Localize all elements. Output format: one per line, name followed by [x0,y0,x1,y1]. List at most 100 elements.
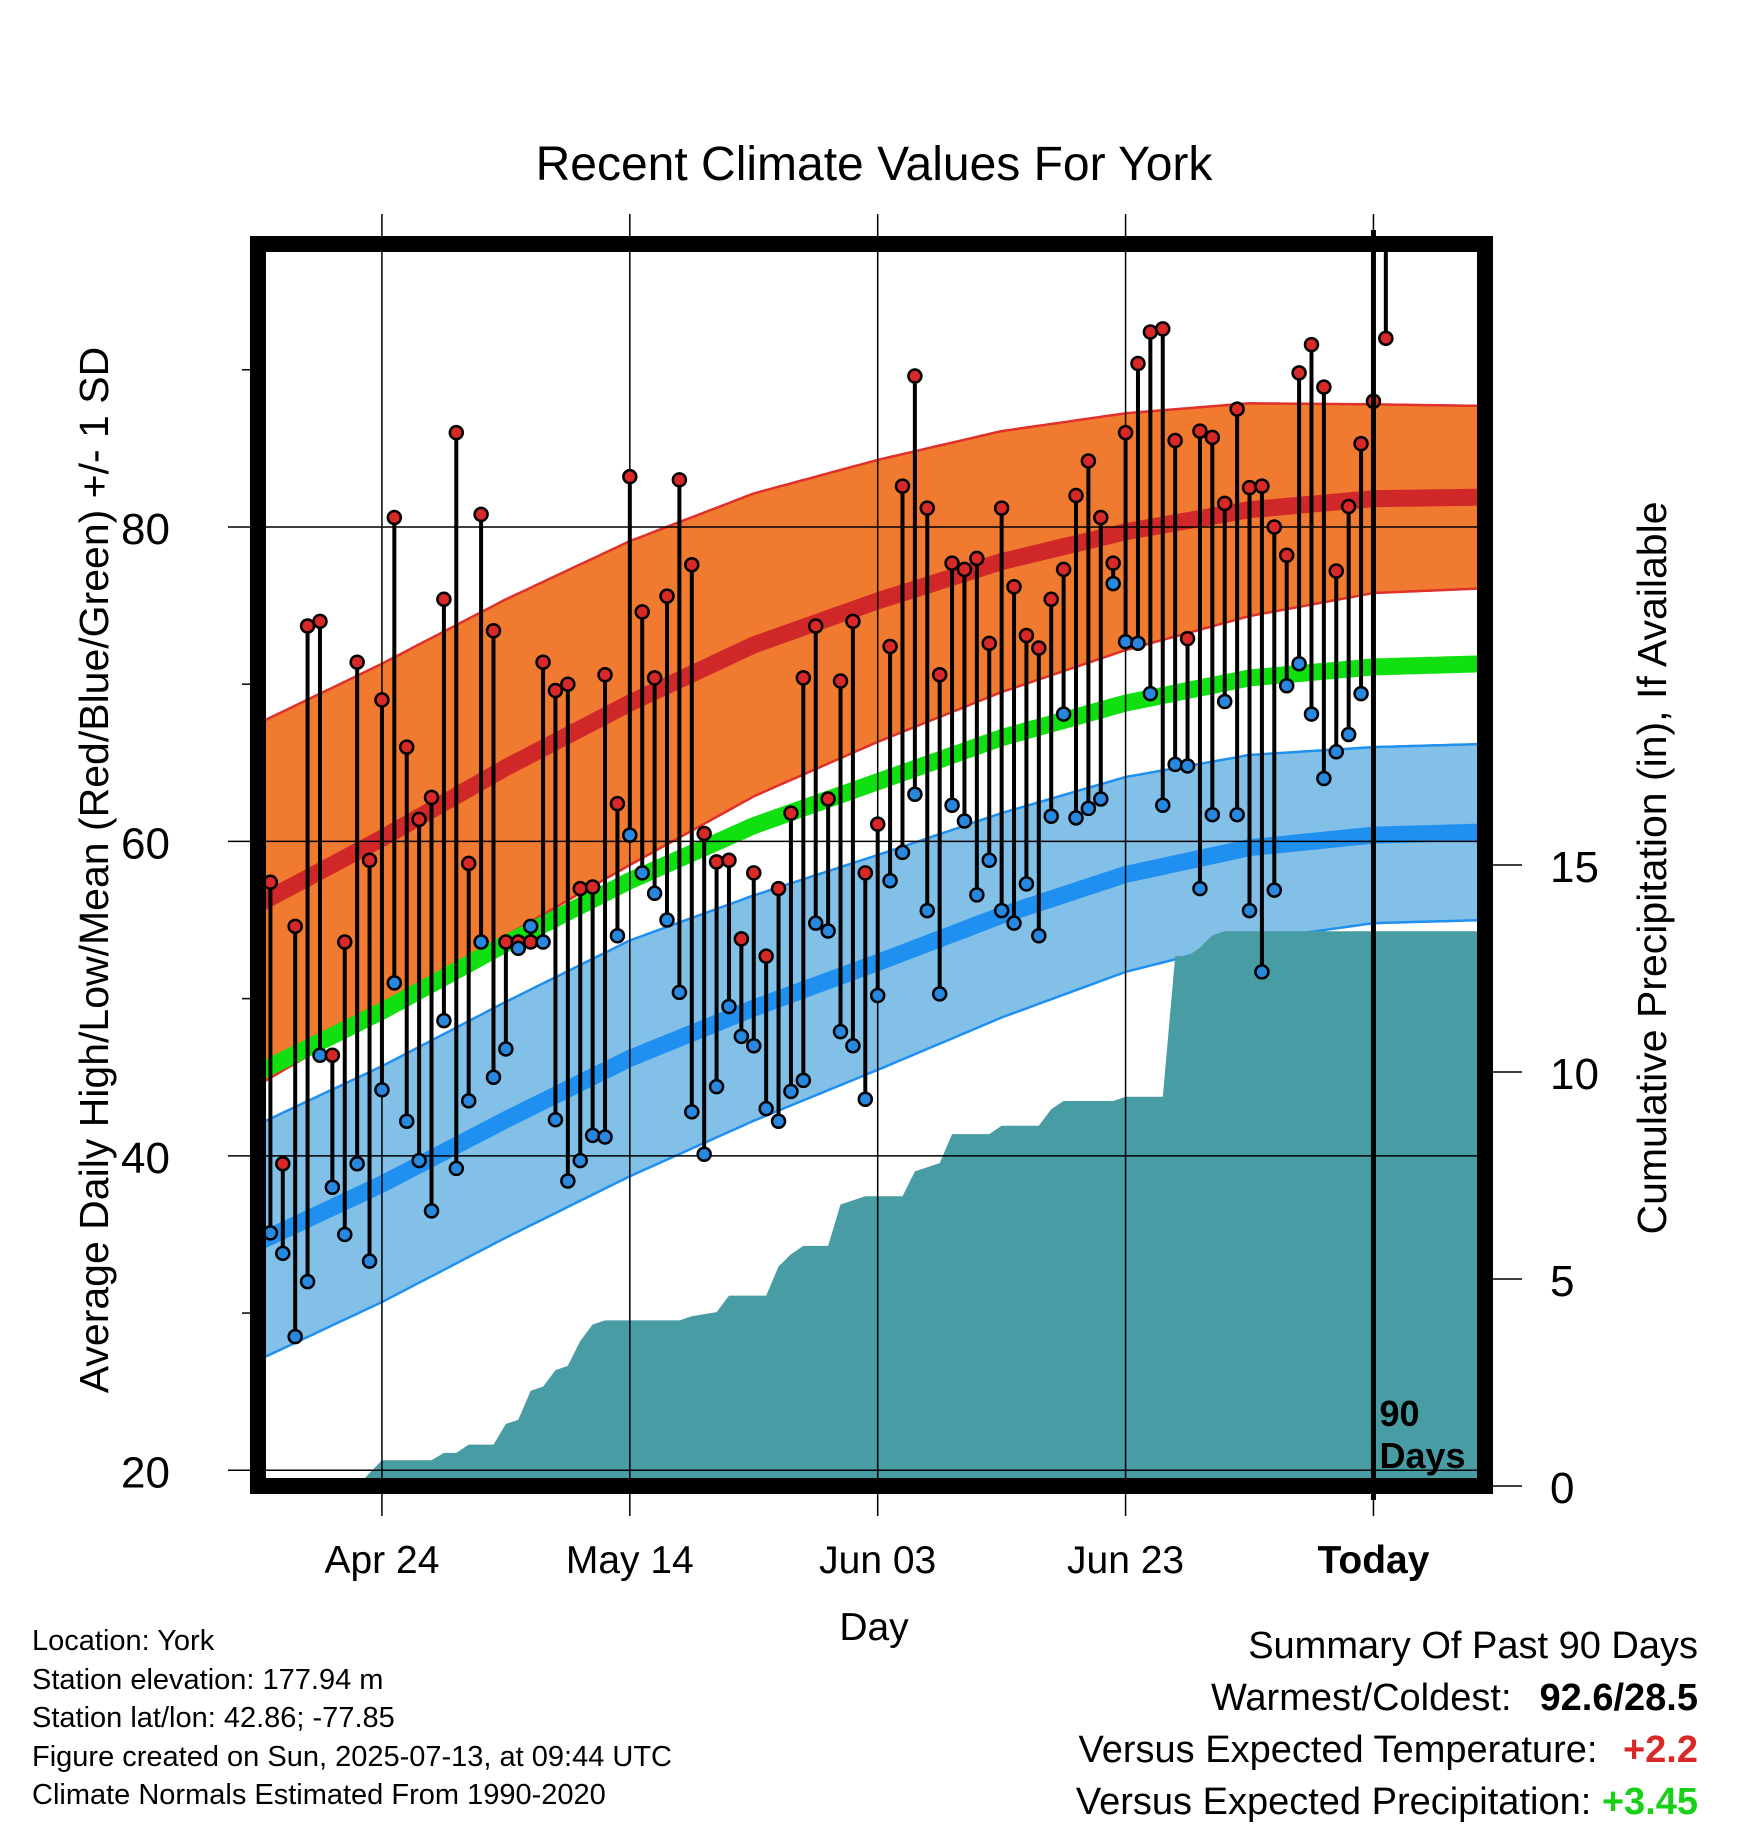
daily-high-point [374,692,390,708]
daily-low-point [684,1104,700,1120]
daily-low-point [981,852,997,869]
daily-low-point [498,1041,514,1057]
daily-low-point [609,927,626,944]
daily-low-point [1291,656,1307,672]
daily-low-point [510,940,527,957]
daily-high-point [646,670,663,686]
daily-low-point [758,1100,774,1117]
daily-high-point [907,368,923,384]
daily-low-point [572,1152,588,1169]
daily-low-point [1278,678,1295,694]
daily-low-point [894,844,911,861]
daily-low-point [1340,726,1357,743]
daily-high-point [622,468,638,485]
normal-low-band-upper-edge [258,742,1485,1126]
daily-low-point [436,1012,452,1029]
left-axis-tick-label: 40 [121,1134,170,1183]
daily-high-point [857,865,874,881]
warmest-coldest-label: Warmest/Coldest: [1210,1677,1512,1719]
daily-high-point [1278,547,1295,564]
daily-low-point [398,1113,415,1130]
daily-high-point [423,789,440,806]
daily-low-point [795,1072,812,1089]
daily-high-point [1353,435,1369,452]
daily-high-point [919,500,936,516]
daily-high-point [312,613,328,630]
daily-low-point [324,1179,341,1196]
daily-high-point [1204,429,1221,446]
today-marker-label-days-count: 90 [1379,1393,1419,1434]
daily-high-point [349,654,365,670]
precip-anomaly-value: +3.45 [1601,1781,1698,1823]
daily-high-point [1006,578,1022,595]
daily-low-point [671,984,688,1001]
precip-anomaly-label: Versus Expected Precipitation: [1075,1781,1592,1823]
normals-text: Climate Normals Estimated From 1990-2020 [32,1779,606,1811]
daily-high-point [820,791,836,807]
daily-low-point [845,1038,861,1054]
daily-high-point [1018,627,1035,644]
daily-high-point [1068,487,1084,504]
daily-low-point [919,902,936,919]
daily-high-point [944,555,960,571]
daily-low-point [1367,0,1380,7]
daily-low-point [993,902,1010,919]
warmest-coldest-value: 92.6/28.5 [1539,1677,1698,1719]
created-text: Figure created on Sun, 2025-07-13, at 09… [32,1740,672,1773]
daily-high-point [287,918,303,935]
daily-low-point [1379,0,1392,7]
daily-high-point [1093,509,1109,526]
daily-high-point [869,816,886,832]
daily-low-point [1068,810,1084,826]
daily-low-point [1093,791,1109,807]
daily-low-point [1080,800,1097,817]
daily-low-point [1031,927,1047,944]
daily-low-point [485,1069,502,1085]
daily-high-point [436,591,452,608]
daily-high-point [659,588,675,604]
daily-high-point [1378,330,1394,347]
daily-high-point [609,795,626,812]
normal-low-band [258,743,1485,1361]
daily-low-point [1353,685,1369,702]
normal-mean-line [258,655,1485,1081]
left-axis-tick-label: 80 [121,505,170,554]
daily-low-point [634,865,650,881]
x-axis-tick-label: May 14 [566,1539,694,1582]
daily-high-point [770,880,787,897]
x-axis-tick-label: Apr 24 [324,1539,439,1582]
chart-title: Recent Climate Values For York [536,138,1214,191]
daily-high-point [634,604,650,620]
daily-high-point [560,676,576,692]
daily-low-point [1241,902,1258,919]
daily-low-point [882,872,898,889]
daily-low-point [1018,876,1035,892]
daily-high-point [547,682,564,699]
daily-high-point [1117,424,1134,441]
daily-low-point [1105,575,1121,592]
daily-low-point [931,986,948,1002]
daily-high-point [1130,355,1146,372]
daily-low-point [1055,706,1072,722]
right-axis-tick-label: 15 [1550,843,1599,892]
daily-high-point [993,500,1010,516]
daily-high-point [807,618,824,634]
daily-high-point [696,825,712,842]
daily-high-point [981,635,997,652]
daily-observations-layer [258,0,1394,1345]
temp-anomaly-value: +2.2 [1622,1729,1698,1771]
daily-high-point [1105,555,1121,571]
daily-high-point [386,509,403,526]
daily-low-point [1006,915,1022,931]
daily-low-point [337,1226,353,1243]
precip-anomaly-row: Versus Expected Precipitation: +3.45 [1076,1776,1698,1828]
daily-high-point [1192,423,1208,439]
daily-low-point [1303,706,1320,722]
summary-heading: Summary Of Past 90 Days [1248,1625,1698,1667]
daily-high-point [1031,640,1047,656]
cumulative-precip-area [357,931,1485,1486]
daily-low-point [275,1245,291,1262]
daily-low-point [1167,756,1183,773]
daily-low-point [374,1082,390,1098]
